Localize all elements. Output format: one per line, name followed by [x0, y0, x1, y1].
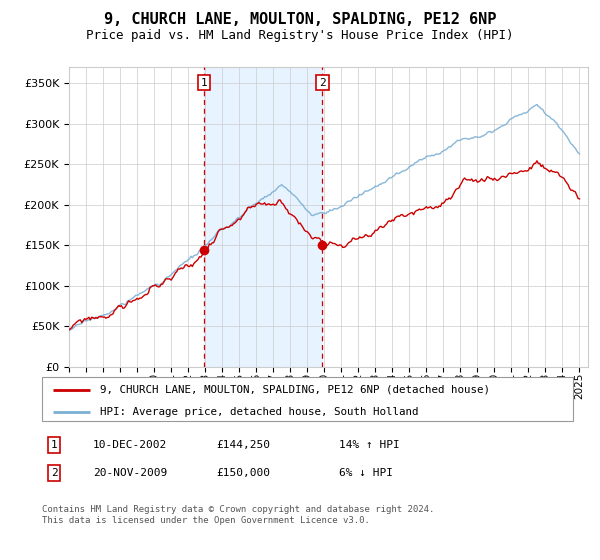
- Text: 9, CHURCH LANE, MOULTON, SPALDING, PE12 6NP (detached house): 9, CHURCH LANE, MOULTON, SPALDING, PE12 …: [100, 385, 490, 395]
- Text: 1: 1: [201, 78, 208, 88]
- Text: 2: 2: [319, 78, 326, 88]
- Text: £144,250: £144,250: [216, 440, 270, 450]
- Text: 6% ↓ HPI: 6% ↓ HPI: [339, 468, 393, 478]
- Text: £150,000: £150,000: [216, 468, 270, 478]
- Text: 14% ↑ HPI: 14% ↑ HPI: [339, 440, 400, 450]
- Text: 1: 1: [50, 440, 58, 450]
- Bar: [204, 67, 322, 367]
- Text: Price paid vs. HM Land Registry's House Price Index (HPI): Price paid vs. HM Land Registry's House …: [86, 29, 514, 42]
- Text: 20-NOV-2009: 20-NOV-2009: [93, 468, 167, 478]
- Text: 2: 2: [50, 468, 58, 478]
- Text: 9, CHURCH LANE, MOULTON, SPALDING, PE12 6NP: 9, CHURCH LANE, MOULTON, SPALDING, PE12 …: [104, 12, 496, 27]
- Text: Contains HM Land Registry data © Crown copyright and database right 2024.
This d: Contains HM Land Registry data © Crown c…: [42, 505, 434, 525]
- Text: 10-DEC-2002: 10-DEC-2002: [93, 440, 167, 450]
- Text: HPI: Average price, detached house, South Holland: HPI: Average price, detached house, Sout…: [100, 407, 419, 417]
- FancyBboxPatch shape: [42, 377, 573, 421]
